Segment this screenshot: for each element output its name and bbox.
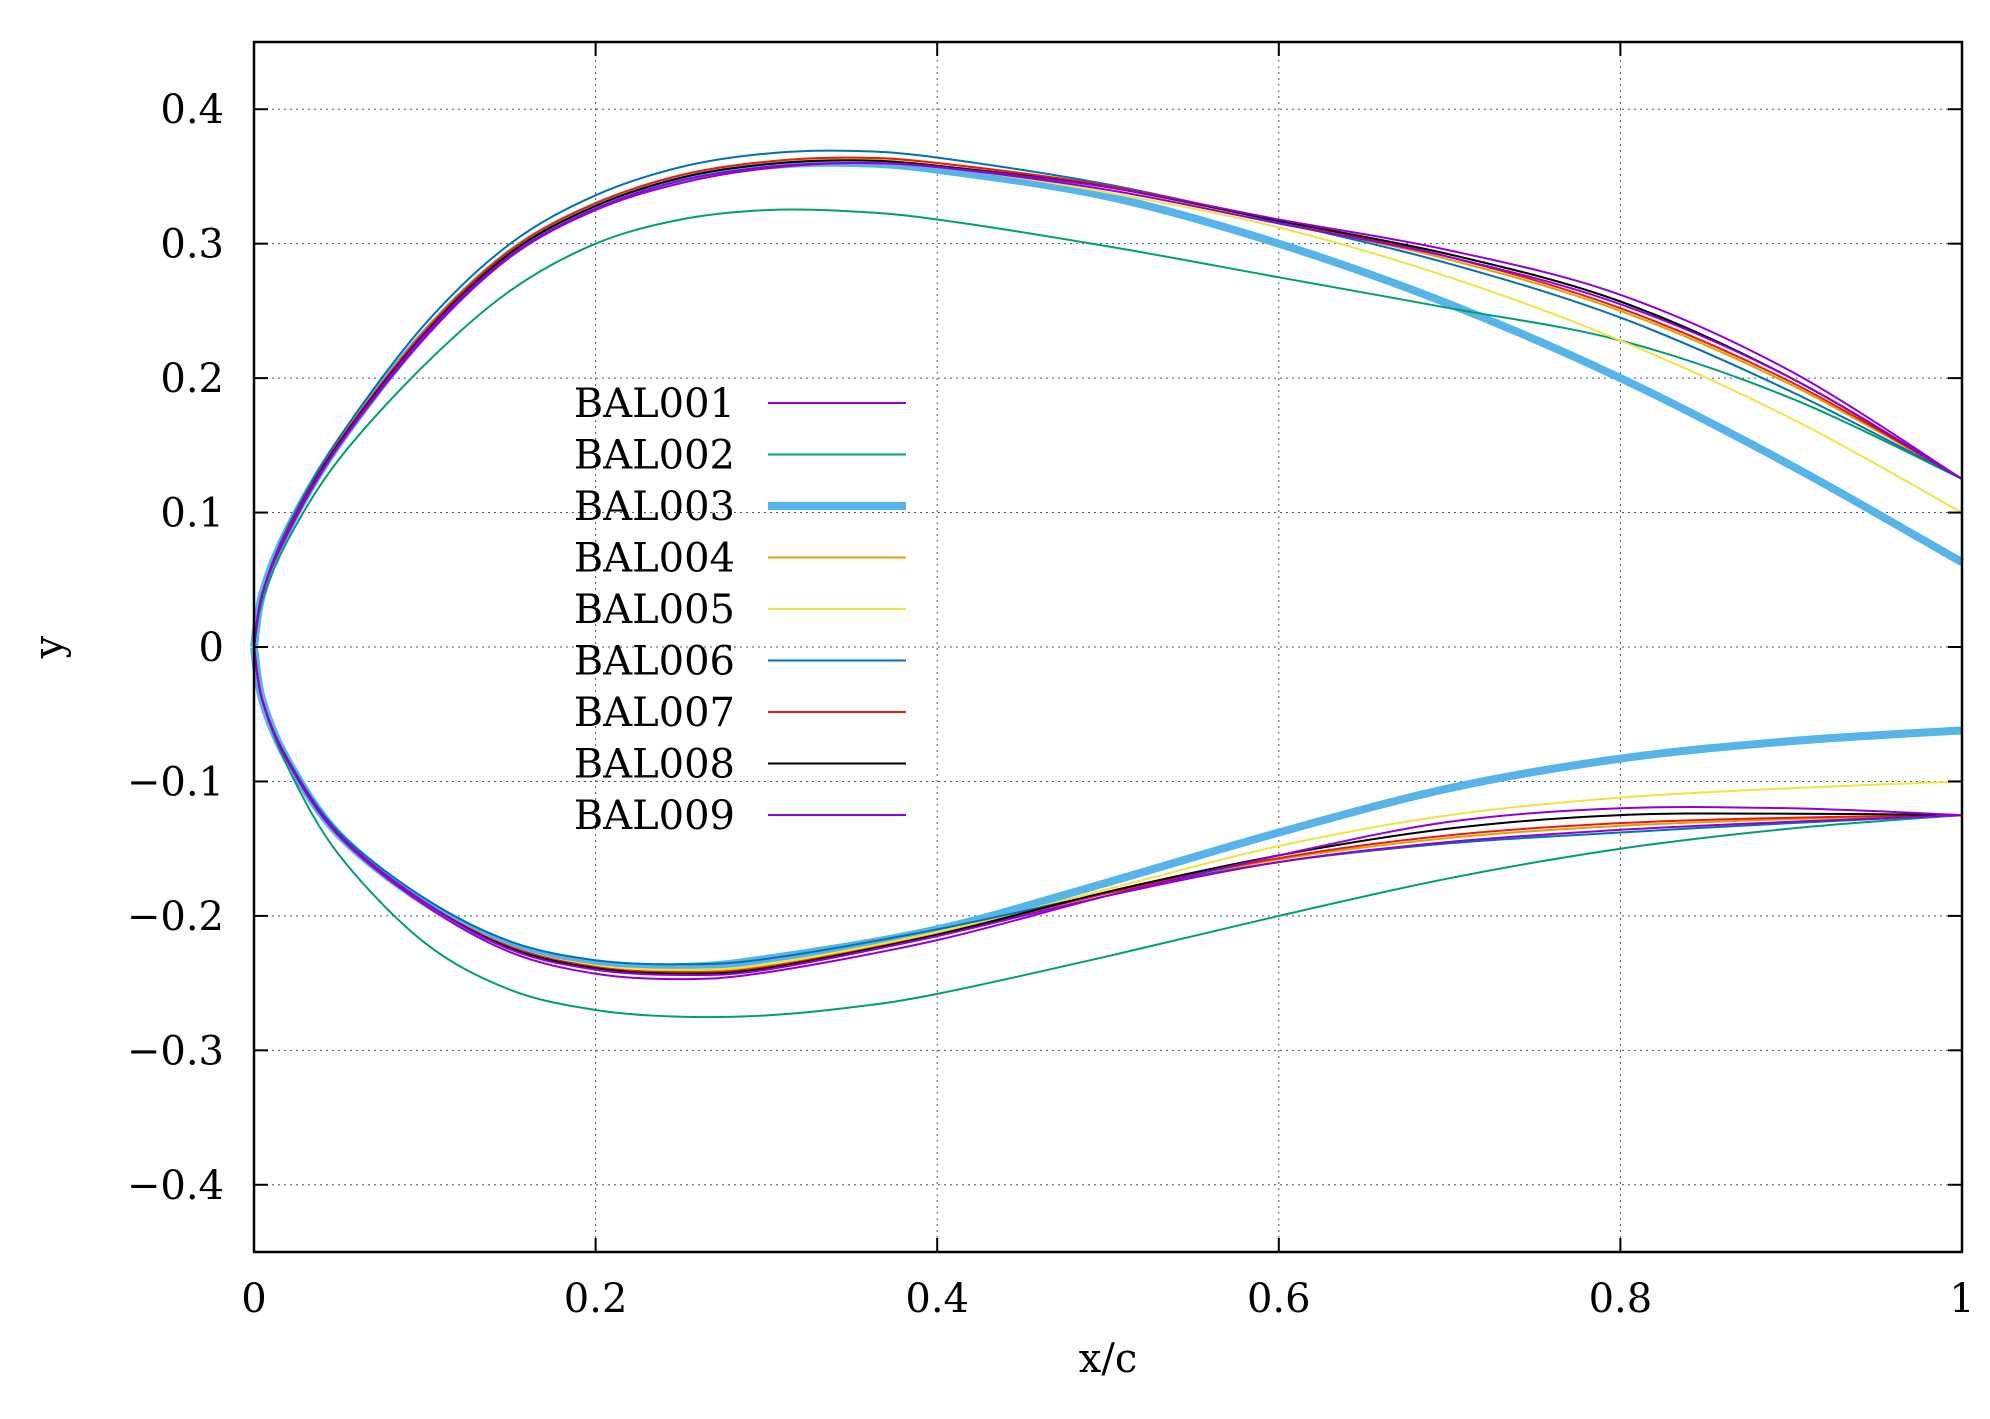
series-upper-line	[253, 157, 1963, 648]
series-BAL002	[253, 208, 1963, 1019]
y-tick-label: −0.2	[127, 894, 224, 940]
legend-label: BAL009	[574, 793, 735, 839]
x-tick-label: 0.4	[905, 1276, 969, 1322]
legend-label: BAL003	[574, 484, 735, 530]
x-axis-label: x/c	[1079, 1336, 1137, 1382]
x-tick-label: 0.6	[1247, 1276, 1311, 1322]
series-upper-line	[253, 208, 1963, 648]
y-axis-label: y	[26, 635, 72, 659]
series-BAL001	[253, 161, 1963, 977]
series-upper-line	[253, 149, 1963, 648]
series-BAL009	[253, 162, 1963, 981]
series-lower-line	[253, 646, 1963, 971]
y-tick-label: 0.3	[160, 222, 224, 268]
series-upper-line	[250, 158, 1964, 648]
x-tick-label: 0	[241, 1276, 266, 1322]
y-tick-label: −0.3	[127, 1028, 224, 1074]
legend: BAL001 BAL002 BAL003 BAL004 BAL005 BAL006 BAL0…	[574, 381, 906, 839]
series-upper-line	[253, 156, 1963, 648]
x-tick-label: 1	[1949, 1276, 1974, 1322]
x-tick-label: 0.2	[564, 1276, 628, 1322]
series-lower-line	[253, 646, 1963, 975]
series-lower-line	[253, 646, 1963, 973]
series-lower-line	[253, 646, 1963, 966]
series-lower-line	[253, 646, 1963, 981]
legend-label: BAL008	[574, 742, 735, 788]
legend-label: BAL001	[574, 381, 735, 427]
series-BAL003	[250, 158, 1964, 972]
legend-label: BAL007	[574, 690, 735, 736]
series-upper-line	[253, 156, 1963, 648]
y-tick-label: −0.4	[127, 1163, 224, 1209]
series-upper-line	[253, 159, 1963, 648]
legend-label: BAL006	[574, 639, 735, 685]
series-lower-line	[253, 646, 1963, 1019]
y-tick-label: −0.1	[127, 759, 224, 805]
series-lower-line	[253, 646, 1963, 974]
series-lower-line	[253, 646, 1963, 977]
grid-layer	[254, 42, 1962, 1252]
y-tick-label: 0.2	[160, 356, 224, 402]
series-BAL008	[253, 159, 1963, 975]
legend-label: BAL004	[574, 536, 735, 582]
series-upper-line	[253, 161, 1963, 648]
y-tick-label: 0.1	[160, 491, 224, 537]
legend-label: BAL002	[574, 433, 735, 479]
legend-label: BAL005	[574, 587, 735, 633]
tick-layer: 0 0.2 0.4 0.6 0.8 1 −0.4 −0.3 −0.2 −0.1 0 0.1 0.2 0.3…	[127, 42, 1975, 1322]
x-tick-label: 0.8	[1589, 1276, 1653, 1322]
y-tick-label: 0.4	[160, 87, 224, 133]
series-upper-line	[253, 162, 1963, 648]
series-BAL007	[253, 156, 1963, 974]
series-BAL005	[253, 157, 1963, 971]
series-layer	[250, 149, 1964, 1019]
y-tick-label: 0	[199, 625, 224, 671]
series-BAL006	[253, 149, 1963, 966]
series-BAL004	[253, 156, 1963, 973]
